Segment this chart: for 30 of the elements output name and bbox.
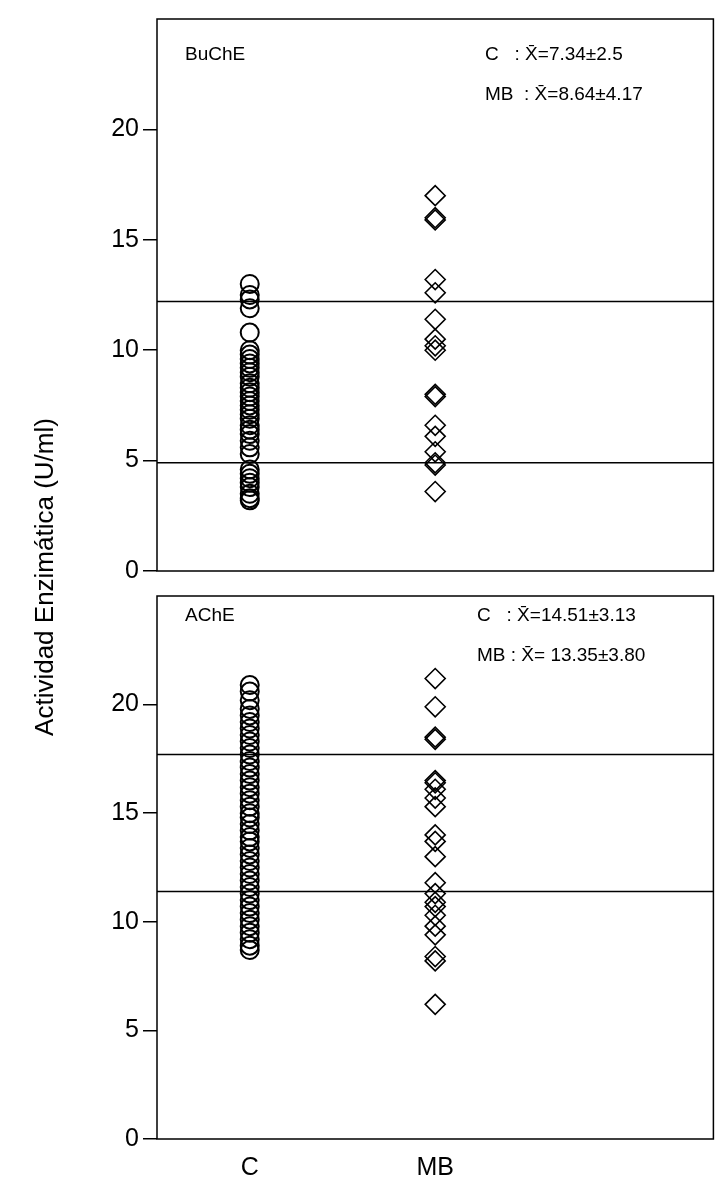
annotation: MB : X̄=8.64±4.17 (485, 82, 643, 104)
point (239, 443, 260, 464)
point (239, 298, 260, 319)
chart-title: AChE (185, 603, 235, 625)
y-tick-label: 0 (125, 1122, 139, 1151)
y-tick-label: 15 (111, 223, 139, 252)
text: BuChE (185, 42, 246, 64)
y-tick-label: 20 (111, 113, 139, 142)
point (239, 437, 260, 458)
y-tick-label: 20 (111, 688, 139, 717)
annotation: C : X̄=7.34±2.5 (485, 42, 623, 64)
y-tick-label: 5 (125, 1014, 139, 1043)
y-tick-label: 10 (111, 905, 139, 934)
y-tick-label: 5 (125, 444, 139, 473)
point (239, 483, 260, 504)
x-tick-label: MB (416, 1151, 454, 1180)
annotation: MB : X̄= 13.35±3.80 (477, 643, 646, 665)
x-tick-label: C (240, 1151, 259, 1180)
point (239, 424, 260, 445)
point (239, 477, 260, 498)
annotation: C : X̄=14.51±3.13 (477, 603, 636, 625)
y-axis-title: Actividad Enzimática (U/ml) (28, 418, 60, 736)
point (239, 289, 260, 310)
point (239, 273, 260, 294)
point (239, 430, 260, 451)
y-tick-label: 15 (111, 797, 139, 826)
point (239, 285, 260, 305)
y-tick-label: 10 (111, 334, 139, 363)
point (239, 322, 260, 343)
y-tick-label: 0 (125, 554, 139, 583)
